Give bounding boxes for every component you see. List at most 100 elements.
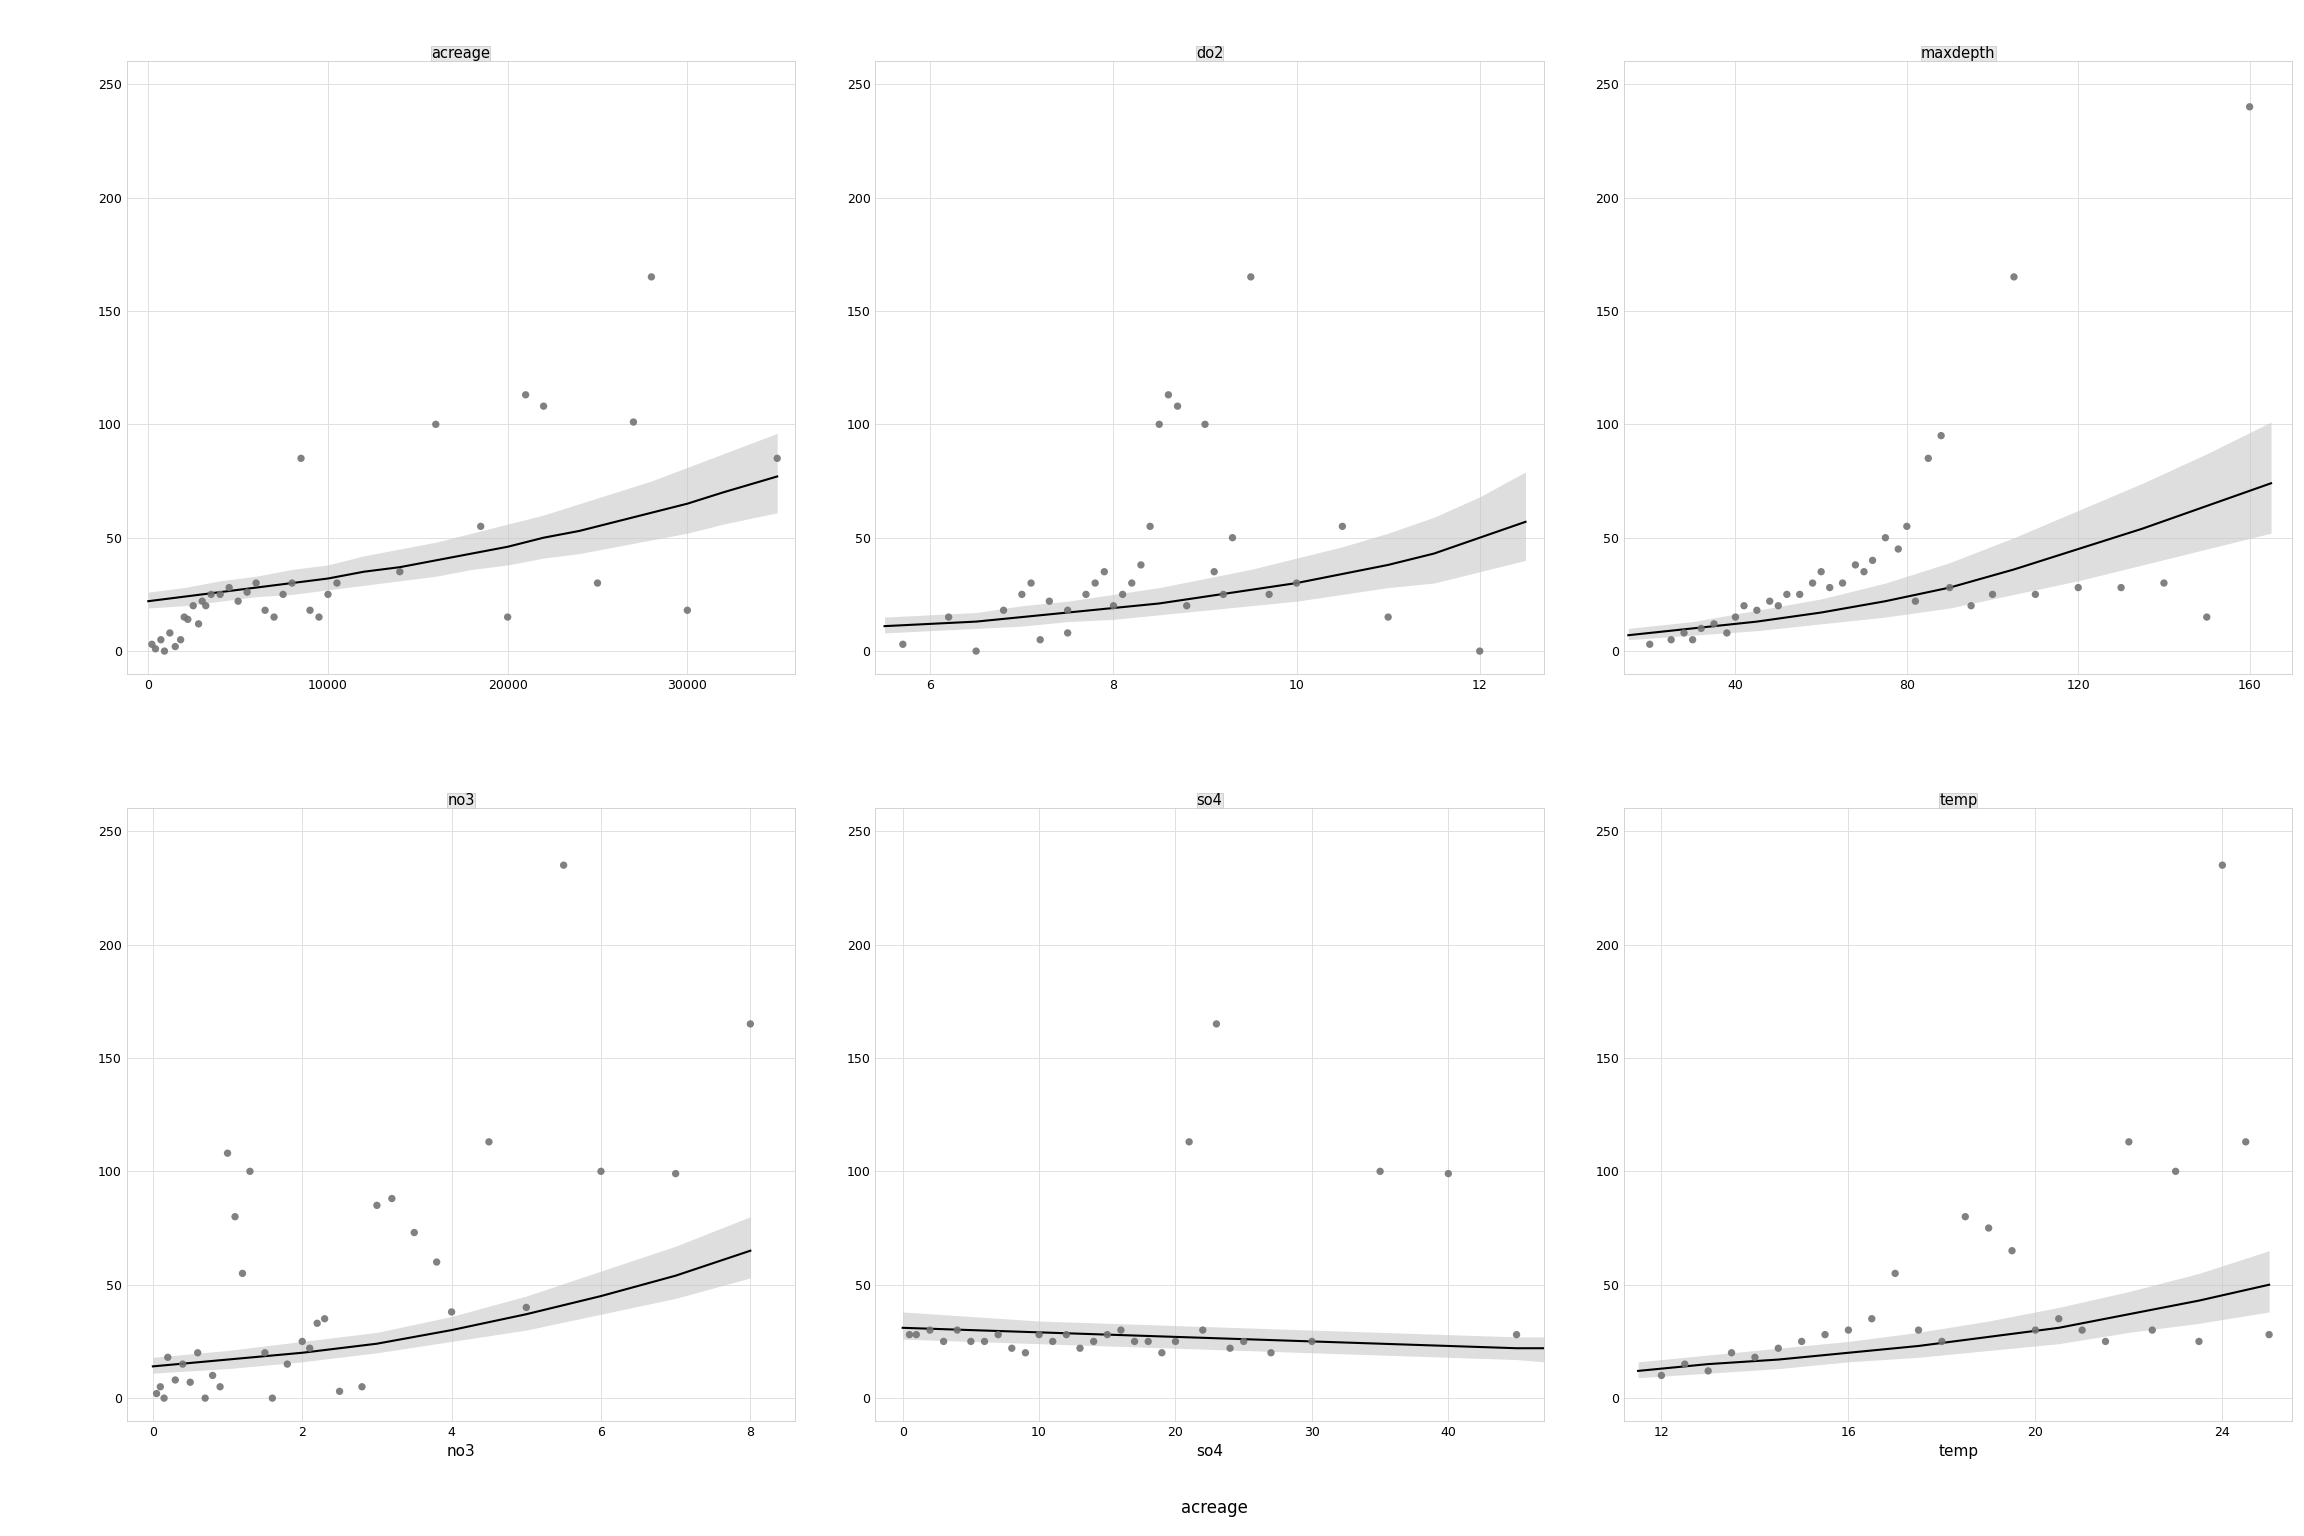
Point bbox=[1726, 593, 1763, 617]
Point bbox=[1498, 1322, 1534, 1347]
Point bbox=[134, 631, 170, 656]
Point bbox=[136, 636, 173, 660]
Point bbox=[1846, 559, 1882, 584]
Point bbox=[733, 1012, 770, 1037]
Point bbox=[194, 1362, 230, 1387]
Point bbox=[1880, 536, 1917, 561]
Point bbox=[1187, 412, 1223, 436]
Point bbox=[1205, 582, 1242, 607]
Point bbox=[2251, 1322, 2288, 1347]
Point bbox=[187, 1385, 223, 1410]
Point bbox=[170, 607, 207, 631]
Point bbox=[417, 412, 454, 436]
Point bbox=[1122, 553, 1159, 578]
Point bbox=[1115, 1329, 1152, 1353]
Text: so4: so4 bbox=[1196, 794, 1223, 808]
Point bbox=[143, 1375, 180, 1399]
Point bbox=[396, 1220, 433, 1244]
Point bbox=[1170, 1129, 1207, 1154]
Point bbox=[2041, 1307, 2078, 1332]
Point bbox=[1631, 631, 1668, 656]
Point bbox=[283, 1329, 320, 1353]
Point bbox=[1896, 588, 1933, 613]
Point bbox=[203, 1375, 240, 1399]
Point bbox=[1740, 598, 1776, 622]
Point bbox=[1005, 582, 1041, 607]
Point bbox=[1251, 582, 1288, 607]
Point bbox=[1461, 639, 1498, 664]
Point bbox=[1157, 1329, 1193, 1353]
Point bbox=[1825, 571, 1862, 596]
Point bbox=[1836, 553, 1873, 578]
Point bbox=[2060, 576, 2097, 601]
Point bbox=[145, 1385, 182, 1410]
Point bbox=[150, 1346, 187, 1370]
Point bbox=[1233, 264, 1270, 289]
Point bbox=[993, 1336, 1030, 1361]
Point bbox=[470, 1129, 507, 1154]
X-axis label: temp: temp bbox=[1938, 1444, 1979, 1459]
Point bbox=[1021, 628, 1058, 653]
Point bbox=[1076, 571, 1113, 596]
Point bbox=[166, 605, 203, 630]
Point bbox=[525, 393, 562, 418]
Point bbox=[1196, 559, 1233, 584]
Point bbox=[1007, 1341, 1044, 1366]
Point bbox=[986, 598, 1023, 622]
Point bbox=[1947, 1204, 1984, 1229]
Point bbox=[293, 598, 329, 622]
Point bbox=[899, 1322, 935, 1347]
Point bbox=[320, 1379, 357, 1404]
Point bbox=[1751, 588, 1788, 613]
Point bbox=[2134, 1318, 2170, 1342]
Point bbox=[1710, 621, 1746, 645]
Point bbox=[1760, 593, 1797, 617]
Point bbox=[463, 515, 500, 539]
X-axis label: so4: so4 bbox=[1196, 1444, 1223, 1459]
Point bbox=[1212, 1336, 1249, 1361]
Point bbox=[668, 598, 705, 622]
Point bbox=[2180, 1329, 2216, 1353]
Point bbox=[300, 605, 336, 630]
Point bbox=[958, 639, 995, 664]
Point bbox=[1682, 616, 1719, 641]
Point bbox=[343, 1375, 380, 1399]
Point bbox=[1652, 628, 1689, 653]
Point bbox=[152, 621, 189, 645]
Point bbox=[433, 1299, 470, 1324]
Point bbox=[965, 1329, 1002, 1353]
Point bbox=[1293, 1329, 1329, 1353]
Point bbox=[1781, 582, 1818, 607]
Point bbox=[885, 631, 922, 656]
Point bbox=[230, 1160, 267, 1184]
Point bbox=[2205, 852, 2242, 877]
Point bbox=[2104, 576, 2140, 601]
Point bbox=[1689, 1359, 1726, 1384]
Point bbox=[1431, 1161, 1468, 1186]
Point bbox=[1226, 1329, 1263, 1353]
Point bbox=[203, 582, 240, 607]
Point bbox=[2189, 605, 2226, 630]
Point bbox=[2157, 1160, 2193, 1184]
Point bbox=[1113, 571, 1150, 596]
Point bbox=[758, 445, 795, 470]
Point bbox=[1675, 628, 1712, 653]
Point bbox=[194, 582, 230, 607]
Point bbox=[210, 576, 247, 601]
Point bbox=[1150, 382, 1187, 407]
Point bbox=[217, 1204, 253, 1229]
Point bbox=[210, 1141, 247, 1166]
Point bbox=[283, 445, 320, 470]
Point bbox=[1922, 424, 1958, 449]
Point bbox=[359, 1193, 396, 1218]
Point bbox=[1085, 559, 1122, 584]
Point bbox=[1369, 605, 1405, 630]
Point bbox=[157, 1367, 194, 1392]
Point bbox=[2228, 1129, 2265, 1154]
Point bbox=[1104, 582, 1140, 607]
Point bbox=[1995, 264, 2032, 289]
Point bbox=[1806, 1322, 1843, 1347]
Point bbox=[256, 605, 293, 630]
Point bbox=[2016, 582, 2053, 607]
Point bbox=[1048, 621, 1085, 645]
